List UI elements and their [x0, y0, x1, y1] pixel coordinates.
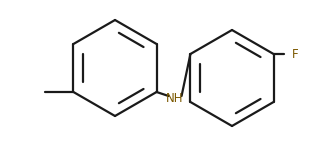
Text: NH: NH — [166, 91, 183, 105]
Text: F: F — [291, 47, 298, 61]
